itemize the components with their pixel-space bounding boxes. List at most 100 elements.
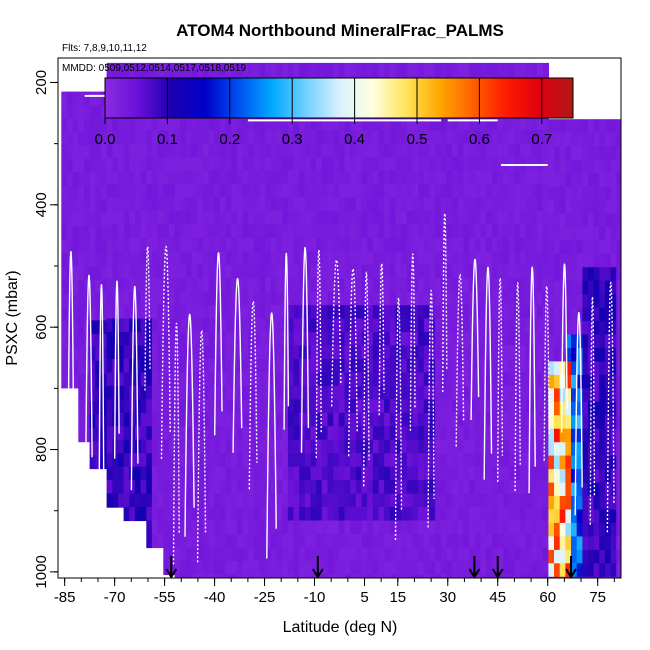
heatmap-cell xyxy=(163,385,170,400)
heatmap-cell xyxy=(316,466,323,481)
heatmap-cell xyxy=(605,213,612,228)
heatmap-cell xyxy=(146,143,153,158)
heatmap-cell xyxy=(214,372,221,387)
heatmap-cell xyxy=(429,62,436,77)
heatmap-cell xyxy=(174,466,181,481)
heatmap-cell xyxy=(248,278,255,293)
heatmap-cell xyxy=(106,130,113,145)
heatmap-cell xyxy=(202,466,210,481)
heatmap-cell xyxy=(412,507,419,522)
heatmap-cell xyxy=(491,157,498,172)
heatmap-cell xyxy=(333,318,340,333)
heatmap-cell xyxy=(225,359,232,374)
heatmap-cell xyxy=(270,439,278,454)
heatmap-cell xyxy=(582,321,589,336)
heatmap-cell xyxy=(514,385,521,400)
heatmap-cell xyxy=(310,534,317,549)
heatmap-cell xyxy=(344,116,351,131)
heatmap-cell xyxy=(469,426,476,441)
heatmap-cell xyxy=(503,318,510,333)
heatmap-cell xyxy=(135,493,142,508)
heatmap-cell xyxy=(497,318,504,333)
heatmap-cell xyxy=(418,560,425,575)
heatmap-cell xyxy=(367,466,374,481)
heatmap-cell xyxy=(84,428,91,443)
heatmap-cell xyxy=(168,210,176,225)
heatmap-cell xyxy=(219,184,227,199)
flight-profile-line xyxy=(248,300,258,490)
heatmap-cell xyxy=(146,466,153,481)
heatmap-cell xyxy=(384,210,391,225)
heatmap-cell xyxy=(474,439,482,454)
heatmap-cell xyxy=(299,466,306,481)
heatmap-cell xyxy=(214,143,221,158)
heatmap-cell xyxy=(508,116,515,131)
heatmap-cell xyxy=(401,345,408,360)
heatmap-cell xyxy=(304,251,312,266)
heatmap-cell xyxy=(208,197,215,212)
heatmap-cell xyxy=(423,399,431,414)
heatmap-cell xyxy=(282,453,289,468)
heatmap-cell xyxy=(588,280,595,295)
heatmap-cell xyxy=(197,574,204,578)
heatmap-cell xyxy=(395,184,402,199)
heatmap-cell xyxy=(174,237,181,252)
heatmap-cell xyxy=(106,372,113,387)
heatmap-cell xyxy=(406,574,414,578)
heatmap-cell xyxy=(270,62,278,77)
heatmap-cell xyxy=(180,493,187,508)
heatmap-cell xyxy=(559,119,566,134)
heatmap-cell xyxy=(168,412,176,427)
heatmap-cell xyxy=(384,170,391,185)
heatmap-cell xyxy=(219,359,227,374)
heatmap-cell xyxy=(474,237,482,252)
heatmap-cell xyxy=(582,388,589,403)
x-tick-label: -85 xyxy=(54,589,76,606)
heatmap-cell xyxy=(372,534,380,549)
heatmap-cell xyxy=(135,399,142,414)
heatmap-cell xyxy=(452,385,459,400)
heatmap-cell xyxy=(316,210,323,225)
heatmap-cell xyxy=(384,143,391,158)
heatmap-cell xyxy=(72,347,79,362)
heatmap-cell xyxy=(129,197,136,212)
heatmap-cell xyxy=(497,224,504,239)
heatmap-cell xyxy=(299,534,306,549)
heatmap-cell xyxy=(118,291,125,306)
heatmap-cell xyxy=(321,143,329,158)
heatmap-cell xyxy=(576,563,583,578)
heatmap-cell xyxy=(491,439,498,454)
heatmap-cell xyxy=(248,534,255,549)
heatmap-cell xyxy=(440,560,448,575)
heatmap-cell xyxy=(168,197,176,212)
heatmap-cell xyxy=(265,62,272,77)
heatmap-cell xyxy=(316,385,323,400)
heatmap-cell xyxy=(389,184,397,199)
flight-profile-line xyxy=(470,258,480,421)
heatmap-cell xyxy=(78,199,85,214)
flight-profile-line xyxy=(409,253,416,431)
heatmap-cell xyxy=(486,426,493,441)
heatmap-cell xyxy=(440,332,448,347)
heatmap-cell xyxy=(231,318,238,333)
heatmap-cell xyxy=(276,466,283,481)
heatmap-cell xyxy=(389,466,397,481)
heatmap-cell xyxy=(168,507,176,522)
heatmap-cell xyxy=(440,480,448,495)
heatmap-cell xyxy=(469,291,476,306)
heatmap-cell xyxy=(157,332,164,347)
heatmap-cell xyxy=(219,507,227,522)
heatmap-cell xyxy=(293,534,300,549)
heatmap-cell xyxy=(429,251,436,266)
heatmap-cell xyxy=(406,359,414,374)
heatmap-cell xyxy=(146,426,153,441)
heatmap-cell xyxy=(316,507,323,522)
heatmap-cell xyxy=(616,549,621,564)
heatmap-cell xyxy=(355,264,363,279)
heatmap-cell xyxy=(350,359,357,374)
heatmap-cell xyxy=(197,197,204,212)
heatmap-cell xyxy=(457,493,465,508)
heatmap-cell xyxy=(582,146,589,161)
heatmap-cell xyxy=(486,62,493,77)
heatmap-cell xyxy=(491,547,498,562)
